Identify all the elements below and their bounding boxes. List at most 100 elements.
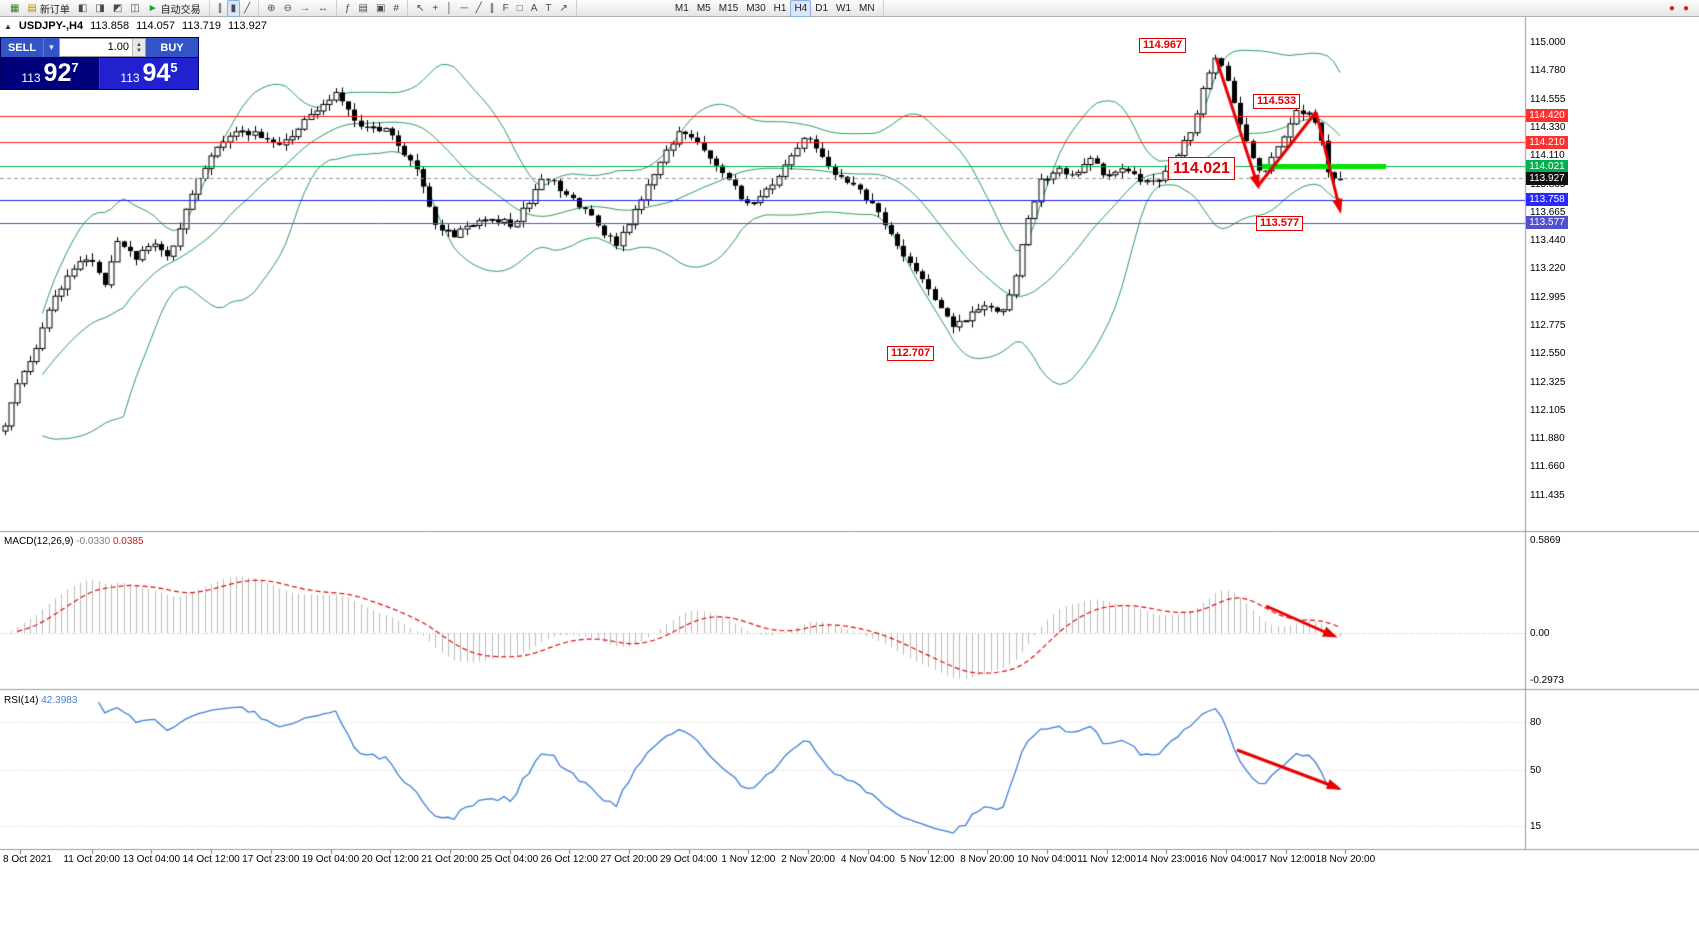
rsi-indicator-label: RSI(14) 42.3983 xyxy=(4,695,77,706)
one-click-trading-panel: SELL ▼ 1.00 ▲ ▼ BUY 113 92 7 113 94 5 xyxy=(0,37,199,90)
time-axis-label: 25 Oct 04:00 xyxy=(480,854,539,865)
stepper-up-icon[interactable]: ▲ xyxy=(136,41,142,48)
zoom-out-button[interactable]: ⊖ xyxy=(280,0,296,17)
shapes-button[interactable]: □ xyxy=(513,0,527,17)
vertical-line-button[interactable]: │ xyxy=(442,0,456,17)
label-icon: T xyxy=(545,2,552,14)
label-button[interactable]: T xyxy=(541,0,555,17)
time-axis-label: 8 Oct 2021 xyxy=(3,854,52,865)
buy-price-prefix: 113 xyxy=(120,71,140,85)
templates-button[interactable]: ▣ xyxy=(372,0,389,17)
grid-button[interactable]: # xyxy=(389,0,403,17)
connection-status-icon[interactable]: ● xyxy=(1665,0,1679,17)
trendline-button[interactable]: ╱ xyxy=(472,0,486,17)
line-chart-button[interactable]: ╱ xyxy=(240,0,254,17)
rsi-value: 42.3983 xyxy=(41,695,78,706)
data-window-button[interactable]: ◨ xyxy=(91,0,108,17)
order-type-dropdown[interactable]: ▼ xyxy=(43,38,59,57)
sell-button[interactable]: SELL xyxy=(1,38,43,57)
chart-type-group: ∥ ▮ ╱ xyxy=(210,0,260,17)
fibonacci-icon: F xyxy=(502,2,509,14)
price-level-tag: 113.758 xyxy=(1526,193,1568,207)
auto-scroll-icon: → xyxy=(299,2,310,14)
symbol-name: USDJPY-,H4 xyxy=(18,20,84,32)
vertical-line-icon: │ xyxy=(446,2,453,14)
connection-status-icon: ● xyxy=(1668,2,1675,14)
tf-mn-button[interactable]: MN xyxy=(855,0,879,17)
price-annotation[interactable]: 114.021 xyxy=(1168,157,1235,180)
time-axis-label: 19 Oct 04:00 xyxy=(301,854,360,865)
horizontal-line-button[interactable]: ─ xyxy=(456,0,471,17)
channel-button[interactable]: ∥ xyxy=(486,0,499,17)
periods-button[interactable]: ▤ xyxy=(355,0,372,17)
rsi-axis-label: 15 xyxy=(1530,821,1542,832)
navigator-button[interactable]: ◩ xyxy=(109,0,126,17)
new-chart-button[interactable]: ▦ xyxy=(6,0,23,17)
tf-d1-button[interactable]: D1 xyxy=(811,0,832,17)
zoom-in-button[interactable]: ⊕ xyxy=(263,0,279,17)
tf-w1-button[interactable]: W1 xyxy=(832,0,855,17)
time-axis-label: 13 Oct 04:00 xyxy=(122,854,181,865)
candlestick-chart-icon: ▮ xyxy=(230,2,237,14)
tf-m30-button[interactable]: M30 xyxy=(742,0,769,17)
indicators-button[interactable]: ƒ xyxy=(341,0,355,17)
notification-icon[interactable]: ● xyxy=(1679,0,1693,17)
bar-chart-button[interactable]: ∥ xyxy=(214,0,227,17)
tf-m5-button[interactable]: M5 xyxy=(693,0,715,17)
price-axis-label: 113.220 xyxy=(1530,263,1566,275)
lot-stepper[interactable]: ▲ ▼ xyxy=(132,39,145,56)
arrows-button[interactable]: ↗ xyxy=(556,0,572,17)
price-axis-label: 114.110 xyxy=(1530,150,1565,162)
cursor-icon: ↖ xyxy=(415,2,425,14)
market-watch-button[interactable]: ◧ xyxy=(74,0,91,17)
price-annotation[interactable]: 114.533 xyxy=(1253,94,1301,109)
price-axis-label: 113.440 xyxy=(1530,235,1566,247)
price-level-tag: 114.021 xyxy=(1526,159,1568,173)
candlestick-chart-button[interactable]: ▮ xyxy=(226,0,241,17)
price-annotation[interactable]: 113.577 xyxy=(1256,216,1304,231)
sell-price-button[interactable]: 113 92 7 xyxy=(1,58,100,89)
tf-m15-button[interactable]: M15 xyxy=(715,0,742,17)
lot-size-field[interactable]: 1.00 ▲ ▼ xyxy=(59,38,146,57)
price-level-tag: 113.577 xyxy=(1526,216,1568,230)
terminal-button[interactable]: ◫ xyxy=(126,0,143,17)
new-order-button[interactable]: ▤ 新订单 xyxy=(23,0,73,17)
tf-m1-button[interactable]: M1 xyxy=(671,0,693,17)
rsi-axis-label: 80 xyxy=(1530,717,1542,728)
buy-button[interactable]: BUY xyxy=(146,38,198,57)
symbol-info-bar: ▲ USDJPY-,H4 113.858 114.057 113.719 113… xyxy=(4,20,267,32)
market-watch-icon: ◧ xyxy=(77,2,88,14)
auto-scroll-button[interactable]: → xyxy=(296,0,314,17)
tf-h4-button[interactable]: H4 xyxy=(790,0,812,17)
time-axis-label: 10 Nov 04:00 xyxy=(1017,854,1077,865)
time-axis-label: 5 Nov 12:00 xyxy=(900,854,955,865)
price-annotation[interactable]: 112.707 xyxy=(887,346,935,361)
tf-mn-button-label: MN xyxy=(859,2,875,14)
buy-price-big: 94 xyxy=(142,59,171,87)
macd-indicator-label: MACD(12,26,9) -0.0330 0.0385 xyxy=(4,536,144,547)
fibonacci-button[interactable]: F xyxy=(499,0,513,17)
price-annotation[interactable]: 114.967 xyxy=(1139,38,1187,53)
new-order-icon: ▤ xyxy=(27,2,37,14)
lot-size-value[interactable]: 1.00 xyxy=(107,41,129,53)
horizontal-line-icon: ─ xyxy=(460,2,468,14)
auto-trading-button[interactable]: ► 自动交易 xyxy=(144,0,205,17)
buy-price-pip: 5 xyxy=(170,60,178,75)
tf-h1-button[interactable]: H1 xyxy=(770,0,791,17)
crosshair-button[interactable]: + xyxy=(428,0,442,17)
stepper-down-icon[interactable]: ▼ xyxy=(136,47,142,54)
zoom-group: ⊕ ⊖ → ↔ xyxy=(259,0,337,16)
time-axis-label: 8 Nov 20:00 xyxy=(960,854,1015,865)
chart-shift-button[interactable]: ↔ xyxy=(314,0,332,17)
text-button[interactable]: A xyxy=(527,0,542,17)
cursor-button[interactable]: ↖ xyxy=(412,0,428,17)
tf-h4-button-label: H4 xyxy=(794,2,808,14)
buy-price-button[interactable]: 113 94 5 xyxy=(100,58,198,89)
rsi-axis-label: 50 xyxy=(1530,765,1542,776)
zoom-in-icon: ⊕ xyxy=(267,2,276,14)
tf-w1-button-label: W1 xyxy=(836,2,852,14)
sell-button-label: SELL xyxy=(7,41,37,54)
new-order-button-label: 新订单 xyxy=(39,4,70,16)
tf-m1-button-label: M1 xyxy=(674,2,689,14)
